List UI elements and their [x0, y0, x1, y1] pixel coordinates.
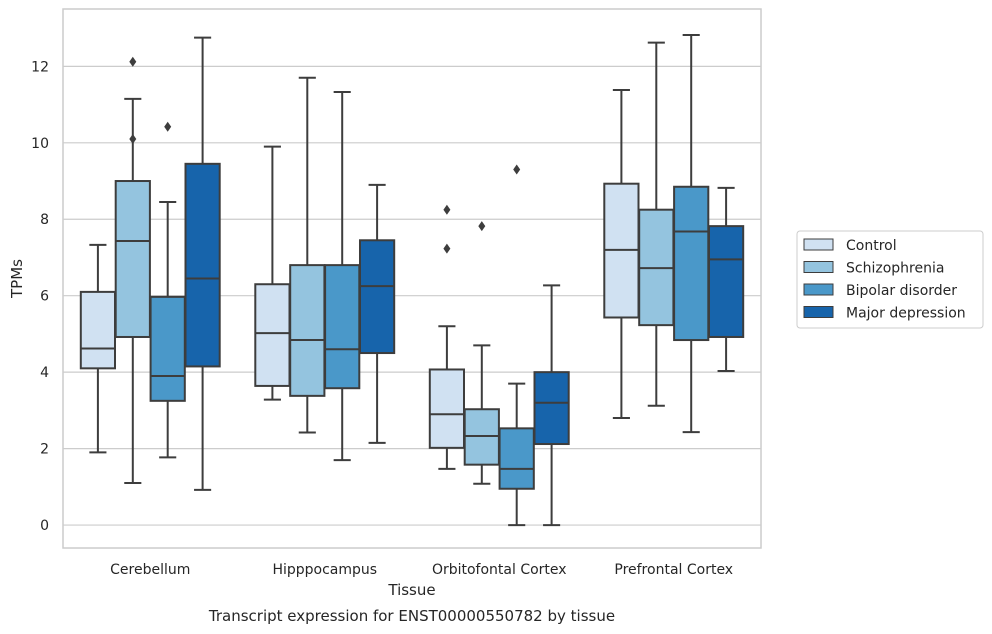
box-iqr [498, 427, 535, 490]
box-iqr [289, 264, 326, 397]
box-iqr [79, 290, 117, 370]
box-0-0 [79, 243, 117, 454]
legend-label: Schizophrenia [846, 261, 944, 277]
x-tick-label: Cerebellum [110, 562, 190, 578]
box-iqr [358, 239, 396, 355]
box-0-1 [114, 56, 151, 485]
legend-frame [796, 230, 984, 329]
legend-swatch [803, 306, 834, 318]
legend-swatch [803, 238, 834, 251]
x-axis-ticks: Cerebellum Hipppocampus Orbitofontal Corte… [110, 562, 733, 578]
y-tick-label: 0 [40, 518, 49, 534]
box-2-3 [533, 284, 570, 527]
box-iqr [114, 180, 151, 338]
x-tick-label: Prefrontal Cortex [614, 562, 733, 578]
x-axis-label: Tissue [387, 581, 435, 599]
box-3-1 [638, 41, 675, 407]
y-tick-label: 10 [31, 136, 49, 152]
box-2-2 [498, 164, 535, 527]
outlier-point [513, 164, 521, 175]
box-iqr [149, 295, 186, 402]
box-0-2 [149, 121, 186, 459]
box-iqr [673, 185, 710, 342]
box-1-3 [358, 183, 396, 444]
y-tick-label: 8 [40, 212, 49, 228]
box-iqr [324, 264, 361, 390]
box-3-0 [603, 89, 640, 420]
box-1-0 [254, 145, 291, 401]
y-axis-label: TPMs [8, 259, 26, 299]
legend: Control Schizophrenia Bipolar disorder Majo… [796, 230, 984, 329]
box-0-3 [184, 36, 221, 491]
y-tick-label: 6 [40, 289, 49, 305]
y-tick-label: 12 [31, 59, 49, 75]
y-tick-label: 4 [40, 365, 49, 381]
box-1-1 [289, 76, 326, 434]
plot-frame [62, 8, 762, 549]
box-series [79, 33, 745, 527]
legend-swatch [803, 283, 834, 296]
outlier-point [443, 243, 451, 254]
box-3-3 [707, 186, 745, 373]
chart-caption: Transcript expression for ENST0000055078… [208, 607, 615, 625]
legend-label: Bipolar disorder [846, 283, 957, 299]
outlier-point [129, 133, 137, 144]
box-1-2 [324, 90, 361, 462]
box-2-0 [428, 204, 466, 470]
legend-swatch [803, 261, 834, 273]
legend-label: Control [846, 238, 897, 254]
outlier-point [164, 121, 172, 132]
box-2-1 [463, 221, 500, 485]
box-iqr [533, 371, 570, 446]
box-iqr [707, 225, 745, 338]
box-iqr [254, 283, 291, 387]
legend-label: Major depression [846, 306, 966, 322]
outlier-point [129, 56, 137, 67]
x-tick-label: Orbitofontal Cortex [432, 562, 567, 578]
y-axis-ticks: 0 2 4 6 8 10 12 [31, 59, 49, 534]
x-tick-label: Hipppocampus [272, 562, 377, 578]
box-iqr [428, 368, 466, 449]
outlier-point [478, 221, 486, 232]
box-iqr [184, 162, 221, 368]
y-tick-label: 2 [40, 442, 49, 458]
outlier-point [443, 204, 451, 215]
